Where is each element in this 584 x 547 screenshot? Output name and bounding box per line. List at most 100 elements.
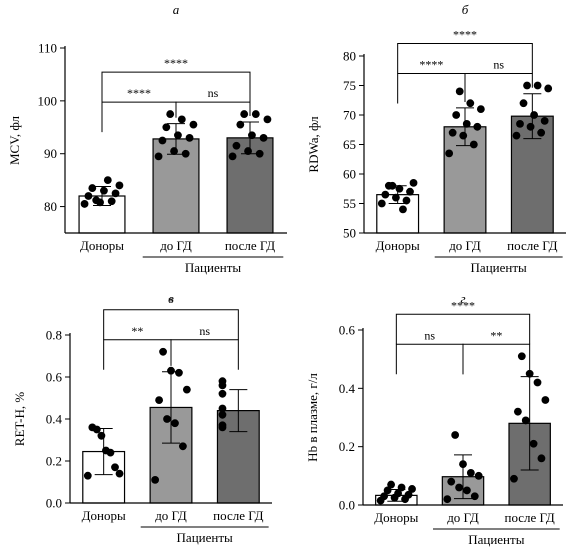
bracket-line	[103, 309, 239, 340]
y-tick-label: 80	[44, 199, 57, 214]
y-tick-label: 0.0	[46, 496, 62, 511]
y-tick-label: 110	[38, 41, 57, 56]
significance-label: ****	[164, 56, 188, 70]
y-tick-label: 70	[343, 108, 356, 123]
data-point	[182, 385, 191, 394]
data-point	[155, 396, 164, 404]
data-point	[83, 471, 92, 480]
bracket-line	[395, 343, 464, 375]
data-point	[107, 197, 116, 206]
data-point	[189, 120, 198, 129]
panel-label: б	[462, 2, 469, 17]
data-point	[537, 128, 546, 137]
data-point	[240, 110, 249, 118]
significance-bracket: ****	[101, 56, 251, 103]
data-point	[97, 431, 106, 440]
data-point	[455, 87, 464, 96]
data-point	[469, 140, 478, 149]
data-point	[263, 115, 272, 124]
data-point	[392, 193, 400, 202]
x-tick-label: после ГД	[507, 238, 557, 253]
data-point	[541, 396, 550, 404]
data-point	[452, 111, 461, 119]
y-tick-label: 0.6	[339, 323, 356, 338]
significance-label: ns	[199, 324, 210, 338]
significance-bracket: ****	[397, 28, 533, 74]
x-tick-label: после ГД	[213, 508, 263, 523]
data-point	[167, 366, 175, 375]
data-point	[402, 196, 411, 205]
data-point	[447, 477, 456, 486]
y-tick-label: 0.4	[339, 381, 356, 396]
bracket-line	[397, 73, 466, 104]
data-point	[463, 486, 471, 495]
significance-bracket: **	[462, 328, 531, 375]
data-point	[228, 152, 237, 161]
bracket-line	[395, 313, 531, 345]
data-point	[533, 378, 542, 387]
x-tick-label: до ГД	[449, 238, 481, 253]
data-point	[115, 469, 124, 478]
data-point	[103, 176, 112, 185]
significance-label: ns	[424, 328, 435, 342]
data-point	[525, 369, 534, 378]
significance-label: ns	[493, 58, 504, 72]
significance-label: ns	[208, 86, 219, 100]
data-point	[177, 115, 186, 124]
significance-label: **	[490, 328, 502, 342]
data-point	[380, 492, 389, 501]
bracket-line	[170, 339, 239, 370]
significance-bracket: ns	[464, 58, 533, 102]
data-point	[394, 489, 402, 498]
data-point	[513, 407, 522, 416]
data-point	[158, 136, 167, 145]
data-point	[377, 199, 386, 208]
data-point	[151, 476, 160, 484]
data-point	[218, 389, 227, 398]
data-point	[544, 84, 553, 93]
data-point	[218, 421, 227, 430]
data-point	[259, 133, 268, 142]
data-point	[445, 149, 454, 158]
data-point	[102, 446, 110, 455]
significance-label: ****	[451, 298, 475, 312]
data-point	[448, 128, 457, 137]
significance-bracket: ****	[397, 58, 466, 104]
data-point	[397, 483, 406, 492]
data-point	[88, 423, 97, 432]
data-point	[404, 490, 413, 499]
data-point	[178, 442, 187, 451]
data-point	[517, 352, 526, 361]
y-tick-label: 65	[343, 137, 356, 152]
panel-label: а	[173, 2, 180, 17]
y-tick-label: 0.8	[46, 328, 62, 343]
y-axis-label: RDWa, фл	[306, 116, 321, 173]
chart-panel-1: а 80 90 100 110 MCV, фл Доноры до ГД после ГД Пац…	[7, 2, 287, 275]
data-point	[248, 131, 256, 140]
data-point	[175, 368, 183, 377]
data-point	[154, 152, 163, 161]
chart-panel-3: в 0.0 0.2 0.4 0.6 0.8 RET-H, % Доноры до ГД после…	[12, 291, 272, 545]
group-label: Пациенты	[177, 530, 233, 545]
y-tick-label: 75	[343, 78, 356, 93]
bracket-line	[464, 73, 533, 102]
x-tick-label: до ГД	[160, 238, 192, 253]
chart-panel-4: г 0.0 0.2 0.4 0.6 Hb в плазме, г/л Доноры до ГД…	[305, 291, 563, 547]
data-point	[530, 111, 538, 119]
bracket-line	[397, 43, 533, 74]
significance-bracket: ns	[170, 324, 239, 370]
significance-bracket: **	[103, 324, 172, 370]
chart-panel-2: б 50 55 60 65 70 75 80 RDWa, фл Доноры до ГД после …	[306, 2, 566, 275]
y-tick-label: 0.4	[46, 412, 63, 427]
data-point	[387, 480, 395, 489]
data-point	[84, 192, 93, 200]
data-point	[163, 415, 171, 423]
data-point	[218, 377, 227, 386]
data-point	[181, 149, 190, 158]
data-point	[111, 189, 120, 198]
bracket-line	[101, 71, 251, 103]
data-point	[115, 181, 124, 190]
data-point	[523, 81, 531, 90]
y-tick-label: 0.2	[46, 454, 62, 469]
data-point	[521, 416, 530, 425]
